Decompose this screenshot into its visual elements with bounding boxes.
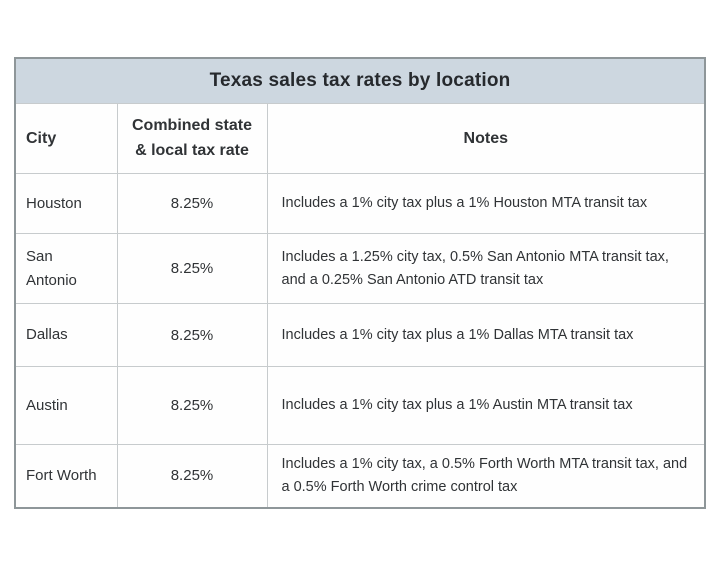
notes-cell: Includes a 1.25% city tax, 0.5% San Anto…	[266, 233, 706, 304]
rate-cell: 8.25%	[116, 303, 268, 367]
table-row-austin: Austin 8.25% Includes a 1% city tax plus…	[14, 366, 706, 445]
table-row-houston: Houston 8.25% Includes a 1% city tax plu…	[14, 173, 706, 234]
column-header-notes: Notes	[266, 103, 706, 174]
rate-cell: 8.25%	[116, 444, 268, 508]
notes-cell: Includes a 1% city tax plus a 1% Dallas …	[266, 303, 706, 367]
tax-rates-table: Texas sales tax rates by location City C…	[14, 57, 707, 509]
table-title: Texas sales tax rates by location	[14, 57, 706, 104]
notes-cell: Includes a 1% city tax plus a 1% Houston…	[266, 173, 706, 234]
notes-cell: Includes a 1% city tax plus a 1% Austin …	[266, 366, 706, 445]
column-header-city: City	[14, 103, 118, 174]
table-header-row: City Combined state & local tax rate Not…	[14, 103, 706, 174]
table-row-san-antonio: San Antonio 8.25% Includes a 1.25% city …	[14, 233, 706, 304]
table-row-dallas: Dallas 8.25% Includes a 1% city tax plus…	[14, 303, 706, 367]
city-cell: Fort Worth	[14, 444, 118, 508]
city-cell: Dallas	[14, 303, 118, 367]
rate-cell: 8.25%	[116, 233, 268, 304]
table-title-row: Texas sales tax rates by location	[14, 57, 706, 104]
column-header-rate: Combined state & local tax rate	[116, 103, 268, 174]
city-cell: Houston	[14, 173, 118, 234]
table-row-fort-worth: Fort Worth 8.25% Includes a 1% city tax,…	[14, 444, 706, 508]
rate-cell: 8.25%	[116, 173, 268, 234]
city-cell: San Antonio	[14, 233, 118, 304]
city-cell: Austin	[14, 366, 118, 445]
notes-cell: Includes a 1% city tax, a 0.5% Forth Wor…	[266, 444, 706, 508]
rate-cell: 8.25%	[116, 366, 268, 445]
